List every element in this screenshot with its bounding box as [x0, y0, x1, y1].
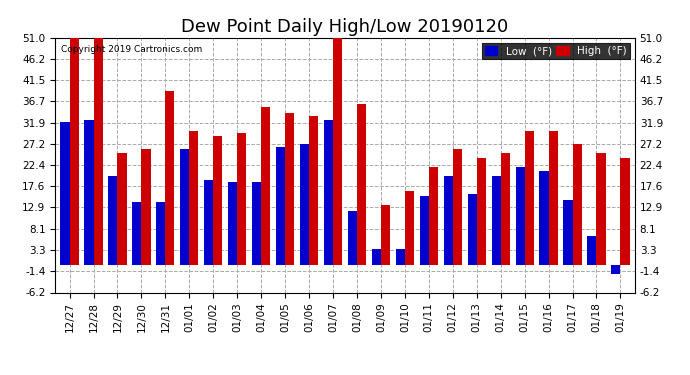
- Bar: [300, 144, 309, 265]
- Bar: [285, 113, 294, 265]
- Bar: [405, 191, 414, 265]
- Bar: [540, 171, 549, 265]
- Bar: [396, 249, 405, 265]
- Bar: [428, 167, 438, 265]
- Bar: [141, 149, 150, 265]
- Bar: [501, 153, 510, 265]
- Bar: [357, 104, 366, 265]
- Bar: [372, 249, 381, 265]
- Bar: [276, 147, 285, 265]
- Bar: [94, 38, 103, 265]
- Bar: [204, 180, 213, 265]
- Text: Copyright 2019 Cartronics.com: Copyright 2019 Cartronics.com: [61, 45, 202, 54]
- Bar: [491, 176, 501, 265]
- Bar: [180, 149, 189, 265]
- Bar: [237, 134, 246, 265]
- Bar: [549, 131, 558, 265]
- Bar: [70, 38, 79, 265]
- Bar: [84, 120, 94, 265]
- Bar: [420, 196, 428, 265]
- Bar: [468, 194, 477, 265]
- Bar: [453, 149, 462, 265]
- Bar: [333, 38, 342, 265]
- Bar: [262, 106, 270, 265]
- Bar: [587, 236, 596, 265]
- Title: Dew Point Daily High/Low 20190120: Dew Point Daily High/Low 20190120: [181, 18, 509, 36]
- Bar: [252, 182, 262, 265]
- Bar: [309, 116, 318, 265]
- Bar: [477, 158, 486, 265]
- Bar: [564, 200, 573, 265]
- Bar: [596, 153, 606, 265]
- Bar: [213, 136, 222, 265]
- Bar: [573, 144, 582, 265]
- Bar: [324, 120, 333, 265]
- Bar: [381, 205, 390, 265]
- Bar: [108, 176, 117, 265]
- Bar: [166, 91, 175, 265]
- Bar: [156, 202, 166, 265]
- Bar: [611, 265, 620, 274]
- Bar: [228, 182, 237, 265]
- Bar: [189, 131, 199, 265]
- Bar: [61, 122, 70, 265]
- Bar: [132, 202, 141, 265]
- Bar: [524, 131, 534, 265]
- Bar: [444, 176, 453, 265]
- Bar: [620, 158, 629, 265]
- Bar: [348, 211, 357, 265]
- Bar: [515, 167, 524, 265]
- Legend: Low  (°F), High  (°F): Low (°F), High (°F): [482, 43, 629, 59]
- Bar: [117, 153, 126, 265]
